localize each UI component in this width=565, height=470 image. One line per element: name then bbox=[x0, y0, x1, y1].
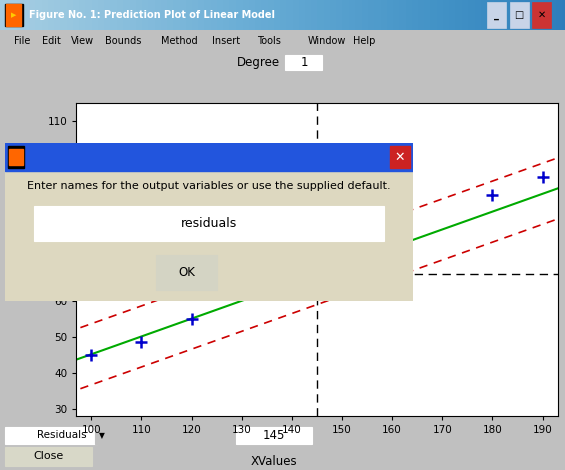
Text: Degree: Degree bbox=[237, 56, 280, 69]
Text: Method: Method bbox=[161, 36, 198, 47]
Bar bbox=[532, 2, 551, 28]
Bar bbox=[510, 2, 529, 28]
Text: 1: 1 bbox=[300, 56, 308, 69]
Text: Insert: Insert bbox=[212, 36, 240, 47]
Text: ✕: ✕ bbox=[395, 150, 405, 164]
Bar bbox=[5, 427, 98, 444]
Bar bbox=[9, 149, 23, 164]
Text: □: □ bbox=[515, 10, 524, 20]
Text: ▼: ▼ bbox=[99, 431, 105, 439]
Bar bbox=[5, 4, 23, 26]
Bar bbox=[487, 2, 506, 28]
Text: File: File bbox=[14, 36, 31, 47]
Text: OK: OK bbox=[178, 266, 195, 279]
Bar bbox=[285, 55, 322, 70]
Text: XValues: XValues bbox=[251, 455, 297, 469]
Text: Window: Window bbox=[308, 36, 346, 47]
Text: ✕: ✕ bbox=[538, 10, 546, 20]
Bar bbox=[390, 146, 410, 168]
Text: Figure No. 1: Prediction Plot of Linear Model: Figure No. 1: Prediction Plot of Linear … bbox=[29, 10, 275, 20]
Text: Residuals: Residuals bbox=[37, 430, 86, 440]
Bar bbox=[95, 427, 108, 444]
Text: 145: 145 bbox=[263, 429, 285, 442]
Text: Help: Help bbox=[353, 36, 376, 47]
Text: _: _ bbox=[494, 10, 499, 20]
Text: Enter names for the output variables or use the supplied default.: Enter names for the output variables or … bbox=[27, 180, 391, 191]
Bar bbox=[5, 143, 413, 171]
Bar bbox=[33, 206, 384, 241]
Text: Bounds: Bounds bbox=[105, 36, 141, 47]
Text: Close: Close bbox=[33, 452, 64, 462]
Bar bbox=[156, 255, 217, 290]
Text: ▶: ▶ bbox=[11, 12, 16, 18]
Text: View: View bbox=[71, 36, 94, 47]
Text: residuals: residuals bbox=[181, 217, 237, 230]
Bar bbox=[8, 146, 24, 168]
Text: Tools: Tools bbox=[257, 36, 281, 47]
Bar bbox=[6, 4, 21, 26]
Bar bbox=[236, 427, 312, 444]
Bar bbox=[5, 447, 92, 466]
Text: Edit: Edit bbox=[42, 36, 61, 47]
